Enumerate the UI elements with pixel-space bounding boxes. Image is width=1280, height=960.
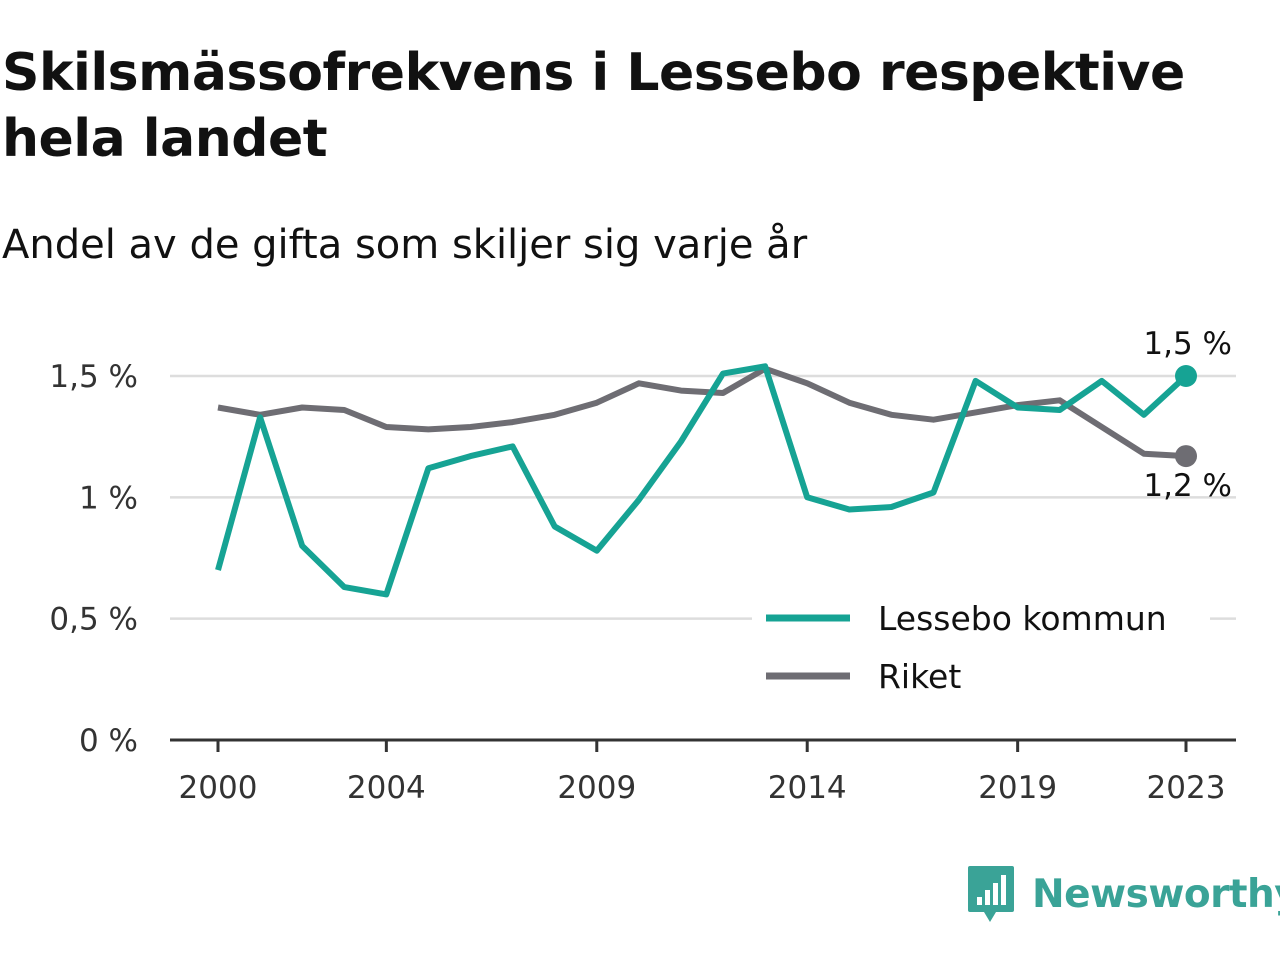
end-label: 1,5 % xyxy=(1143,326,1232,362)
brand-name: Newsworthy xyxy=(1032,871,1280,917)
legend-label: Lessebo kommun xyxy=(878,599,1167,638)
series-line-lessebo-kommun xyxy=(215,363,1189,598)
legend-background xyxy=(752,590,1210,708)
end-label: 1,2 % xyxy=(1143,468,1232,504)
x-tick-label: 2023 xyxy=(1147,770,1226,806)
y-axis-ticks: 0 % 0,5 % 1 % 1,5 % xyxy=(49,359,138,759)
chart-subtitle: Andel av de gifta som skiljer sig varje … xyxy=(2,222,808,268)
y-tick-label: 1,5 % xyxy=(49,359,138,395)
y-tick-label: 0,5 % xyxy=(49,602,138,638)
x-tick-label: 2014 xyxy=(768,770,847,806)
y-tick-label: 0 % xyxy=(79,723,138,759)
x-tick-label: 2019 xyxy=(978,770,1057,806)
end-point-lessebo-kommun xyxy=(1175,365,1197,387)
y-tick-label: 1 % xyxy=(79,480,138,516)
legend: Lessebo kommun Riket xyxy=(752,590,1210,708)
x-tick-label: 2000 xyxy=(179,770,258,806)
x-tick-label: 2004 xyxy=(347,770,426,806)
x-tick-label: 2009 xyxy=(557,770,636,806)
brand: Newsworthy xyxy=(966,864,1280,924)
newsworthy-logo-icon xyxy=(968,866,1014,922)
series-line-riket xyxy=(217,365,1187,460)
legend-label: Riket xyxy=(878,657,961,696)
series-lines xyxy=(215,363,1197,598)
end-point-riket xyxy=(1175,445,1197,468)
chart-title: Skilsmässofrekvens i Lessebo respektive … xyxy=(2,43,1185,169)
end-labels: 1,5 % 1,2 % xyxy=(1143,326,1232,504)
x-axis: 2000 2004 2009 2014 2019 2023 xyxy=(170,738,1236,806)
